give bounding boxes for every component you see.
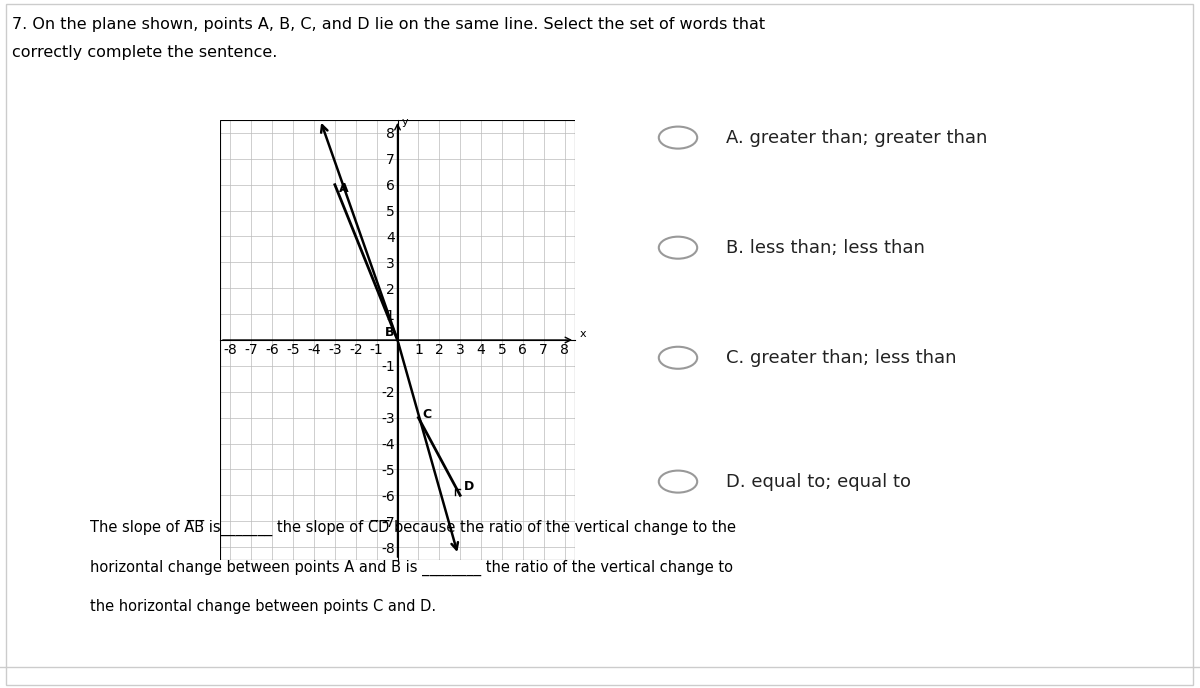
Text: 7. On the plane shown, points A, B, C, and D lie on the same line. Select the se: 7. On the plane shown, points A, B, C, a…: [12, 17, 766, 32]
Text: B: B: [385, 326, 395, 339]
Text: A: A: [340, 182, 349, 195]
Text: B. less than; less than: B. less than; less than: [726, 239, 925, 257]
Text: The slope of A̅B̅ is_______ the slope of C̅D̅ because the ratio of the vertical : The slope of A̅B̅ is_______ the slope of…: [90, 519, 736, 536]
Text: x: x: [580, 329, 586, 338]
Text: correctly complete the sentence.: correctly complete the sentence.: [12, 45, 277, 60]
Text: the horizontal change between points C and D.: the horizontal change between points C a…: [90, 599, 436, 614]
Text: A. greater than; greater than: A. greater than; greater than: [726, 129, 988, 147]
Text: D: D: [464, 480, 474, 493]
Text: C. greater than; less than: C. greater than; less than: [726, 349, 956, 367]
Text: D. equal to; equal to: D. equal to; equal to: [726, 473, 911, 491]
Text: horizontal change between points A and B is ________ the ratio of the vertical c: horizontal change between points A and B…: [90, 559, 733, 576]
Text: C: C: [422, 408, 432, 420]
Text: y: y: [402, 118, 408, 127]
